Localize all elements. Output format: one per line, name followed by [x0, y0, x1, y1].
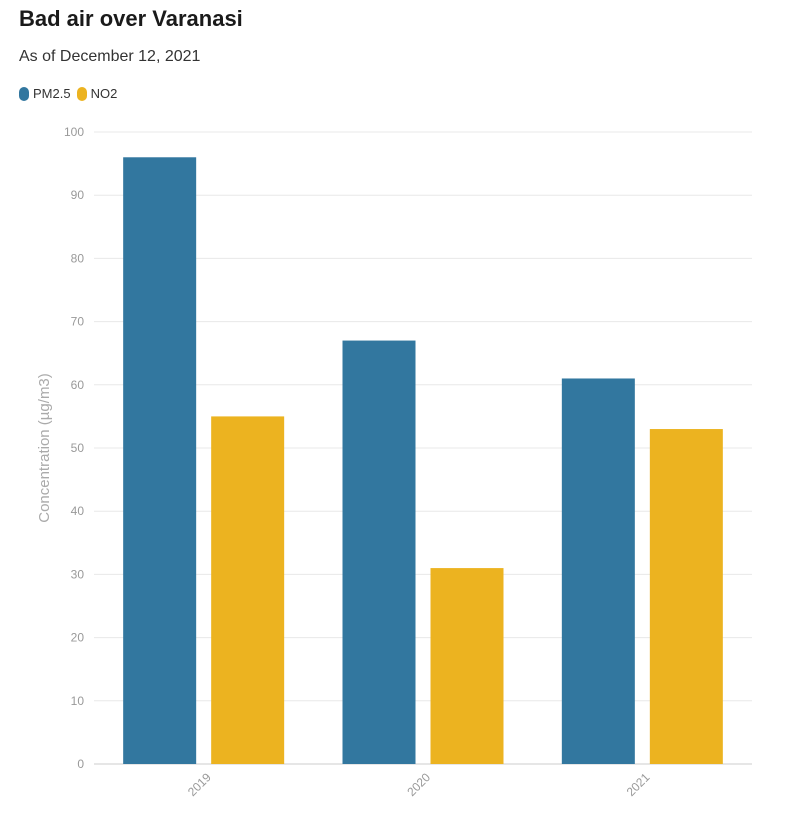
y-tick-label: 10: [71, 694, 85, 708]
y-tick-label: 40: [71, 504, 85, 518]
bar-pm25-2020[interactable]: [342, 340, 416, 764]
bar-pm25-2019[interactable]: [123, 157, 197, 764]
y-tick-label: 90: [71, 188, 85, 202]
x-axis-ticks: 2019 2020 2021: [185, 770, 653, 799]
legend-label-no2: NO2: [90, 86, 118, 101]
chart-subtitle: As of December 12, 2021: [19, 48, 201, 65]
x-tick-label: 2021: [624, 770, 653, 799]
y-tick-label: 20: [71, 631, 85, 645]
legend-swatch-pm25: [19, 86, 29, 101]
y-axis-ticks: 0 10 20 30 40 50 60 70 80 90 100: [64, 125, 84, 771]
y-tick-label: 60: [71, 378, 85, 392]
legend-label-pm25: PM2.5: [33, 86, 71, 101]
bar-no2-2019[interactable]: [211, 416, 285, 764]
legend: PM2.5 NO2: [19, 86, 123, 101]
bars: [123, 157, 723, 764]
y-tick-label: 80: [71, 251, 85, 265]
bar-pm25-2021[interactable]: [561, 378, 635, 764]
x-tick-label: 2019: [185, 770, 214, 799]
y-tick-label: 0: [77, 757, 84, 771]
legend-swatch-no2: [76, 86, 87, 101]
y-tick-label: 30: [71, 567, 85, 581]
y-tick-label: 100: [64, 125, 84, 139]
y-tick-label: 50: [71, 441, 85, 455]
legend-item-no2[interactable]: NO2: [76, 86, 118, 101]
x-tick-label: 2020: [404, 770, 433, 799]
y-axis-title: Concentration (µg/m3): [36, 373, 53, 523]
bar-no2-2021[interactable]: [649, 429, 723, 764]
grid-lines: [94, 131, 752, 765]
chart-title: Bad air over Varanasi: [19, 6, 243, 31]
legend-item-pm25[interactable]: PM2.5: [19, 86, 71, 101]
bar-no2-2020[interactable]: [430, 568, 504, 764]
y-tick-label: 70: [71, 315, 85, 329]
